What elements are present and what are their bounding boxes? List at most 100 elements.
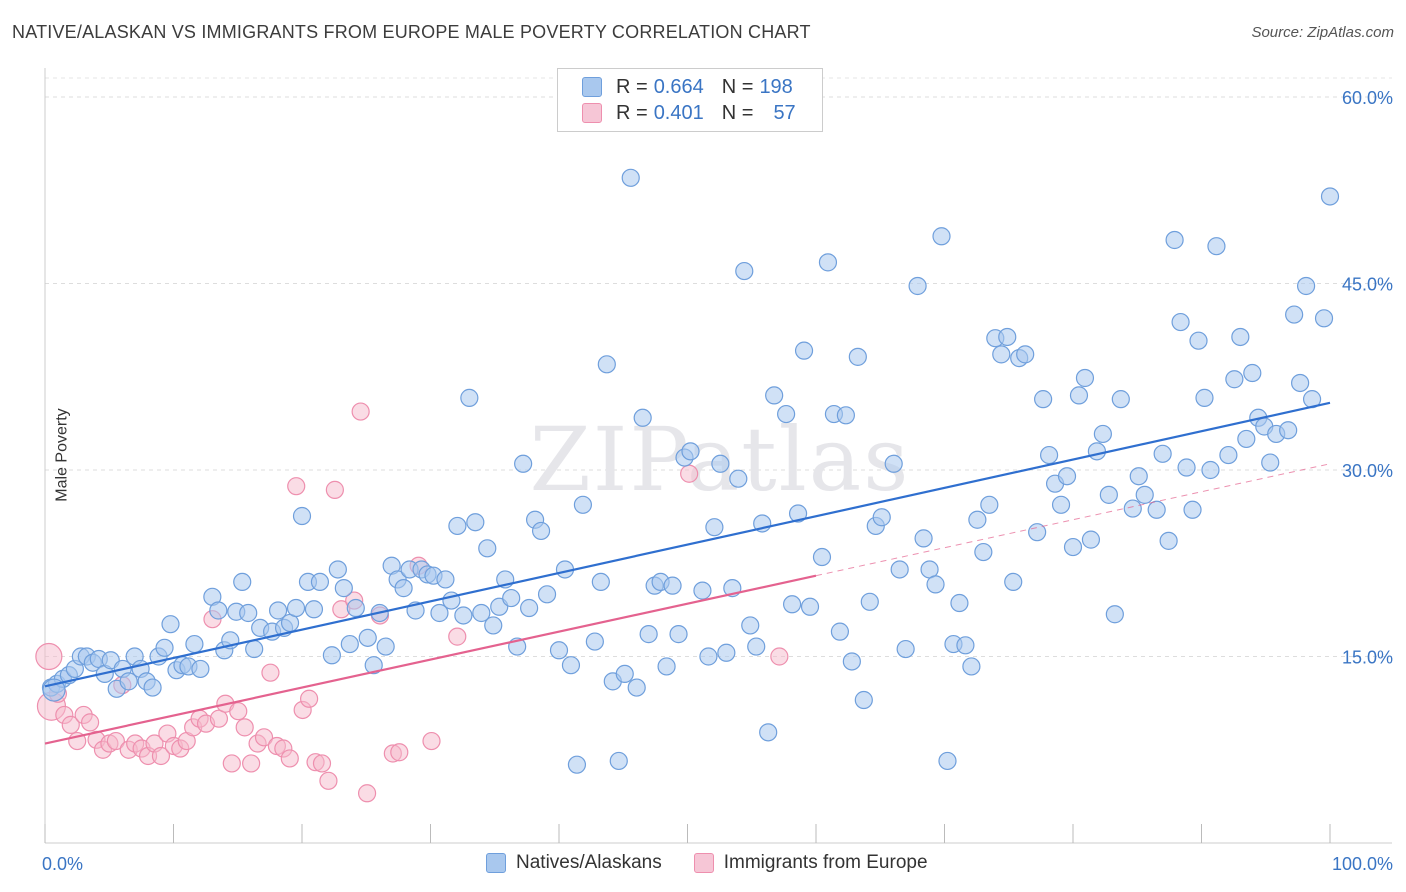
data-point-native (854, 690, 873, 710)
trend-line-natives (44, 401, 1331, 688)
data-point-native (502, 588, 521, 608)
data-point-native (693, 581, 712, 600)
data-point-native (914, 529, 933, 548)
x-tick-label-max: 100.0% (1332, 854, 1393, 874)
data-point-native (627, 678, 646, 697)
data-point-native (765, 386, 784, 405)
data-point-native (788, 504, 808, 523)
data-point-native (962, 657, 981, 676)
data-point-native (1225, 370, 1244, 389)
data-point-native (472, 603, 491, 623)
data-point-immigrant (287, 477, 306, 496)
data-point-native (358, 628, 377, 647)
data-point-native (597, 355, 616, 374)
legend-n-value: 57 (773, 101, 796, 124)
data-point-immigrant (319, 771, 338, 790)
data-point-immigrant (300, 689, 319, 708)
data-point-native (1291, 373, 1310, 393)
data-point-native (830, 622, 850, 641)
data-point-native (376, 637, 395, 656)
data-point-native (1237, 429, 1256, 449)
data-point-native (729, 469, 748, 488)
legend-n-label: N = (721, 75, 754, 98)
data-point-native (304, 600, 324, 619)
data-point-immigrant (242, 754, 261, 773)
data-point-native (1261, 453, 1280, 472)
data-point-native (1087, 442, 1107, 461)
data-point-native (615, 664, 634, 684)
data-point-native (711, 454, 730, 473)
data-point-native (705, 518, 724, 537)
source-label: Source: ZipAtlas.com (1251, 24, 1394, 41)
data-point-native (741, 616, 760, 635)
data-point-native (639, 625, 658, 644)
trend-lines (44, 401, 1331, 745)
data-point-native (896, 639, 915, 659)
data-point-native (1039, 445, 1059, 465)
data-point-native (1159, 531, 1178, 550)
data-point-native (191, 659, 210, 679)
data-point-native (322, 646, 341, 665)
data-point-native (836, 406, 855, 425)
data-point-native (364, 656, 383, 675)
data-point-native (956, 636, 975, 655)
data-point-native (334, 579, 353, 598)
data-point-native (1296, 276, 1316, 296)
data-point-native (1165, 230, 1184, 250)
legend-n-label: N = (721, 101, 754, 124)
data-point-native (1189, 331, 1208, 350)
data-point-native (1016, 345, 1035, 364)
legend-swatch-pink (693, 853, 714, 873)
data-point-native (478, 539, 497, 558)
data-point-native (1099, 485, 1118, 504)
data-point-immigrant (235, 718, 254, 737)
data-point-native (669, 625, 688, 644)
data-point-native (233, 572, 252, 592)
legend-item-natives: Natives/Alaskans (486, 852, 662, 874)
data-point-native (1004, 572, 1023, 592)
data-point-native (1028, 523, 1047, 542)
data-point-native (460, 388, 479, 407)
data-point-native (1231, 327, 1250, 347)
data-point-native (340, 634, 359, 654)
data-point-native (436, 570, 455, 589)
data-point-native (119, 672, 138, 691)
data-point-native (717, 643, 736, 662)
data-point-native (818, 253, 838, 272)
data-point-native (1285, 305, 1304, 324)
data-point-native (1081, 530, 1101, 549)
data-point-immigrant (61, 715, 80, 734)
y-tick-label: 30.0% (1342, 461, 1393, 481)
data-point-immigrant (280, 749, 299, 768)
data-point-native (800, 597, 820, 616)
data-point-native (884, 454, 903, 473)
legend-row-natives: R = 0.664 N = 198 (582, 74, 793, 100)
legend-item-immigrants: Immigrants from Europe (693, 852, 928, 874)
data-point-native (1219, 445, 1238, 465)
data-point-immigrant (351, 402, 370, 421)
data-point-native (328, 560, 347, 579)
trend-line-immigrants (44, 574, 817, 745)
data-point-native (573, 495, 593, 514)
data-point-native (812, 547, 832, 567)
data-point-native (1195, 388, 1214, 407)
data-point-immigrant (222, 754, 241, 773)
data-point-native (980, 495, 999, 514)
data-point-native (245, 639, 264, 659)
data-point-native (908, 276, 927, 296)
data-point-native (567, 755, 587, 774)
data-point-native (454, 606, 473, 625)
data-point-native (794, 341, 814, 360)
data-point-immigrant (422, 731, 441, 751)
data-point-native (938, 751, 957, 771)
data-point-immigrant (106, 731, 125, 751)
data-point-native (609, 751, 628, 771)
data-point-native (394, 579, 413, 598)
data-point-native (161, 615, 180, 634)
y-tick-label: 45.0% (1342, 275, 1393, 295)
data-point-native (1177, 458, 1196, 477)
data-point-native (932, 227, 951, 246)
data-point-immigrant (312, 754, 332, 773)
data-point-native (549, 641, 569, 660)
